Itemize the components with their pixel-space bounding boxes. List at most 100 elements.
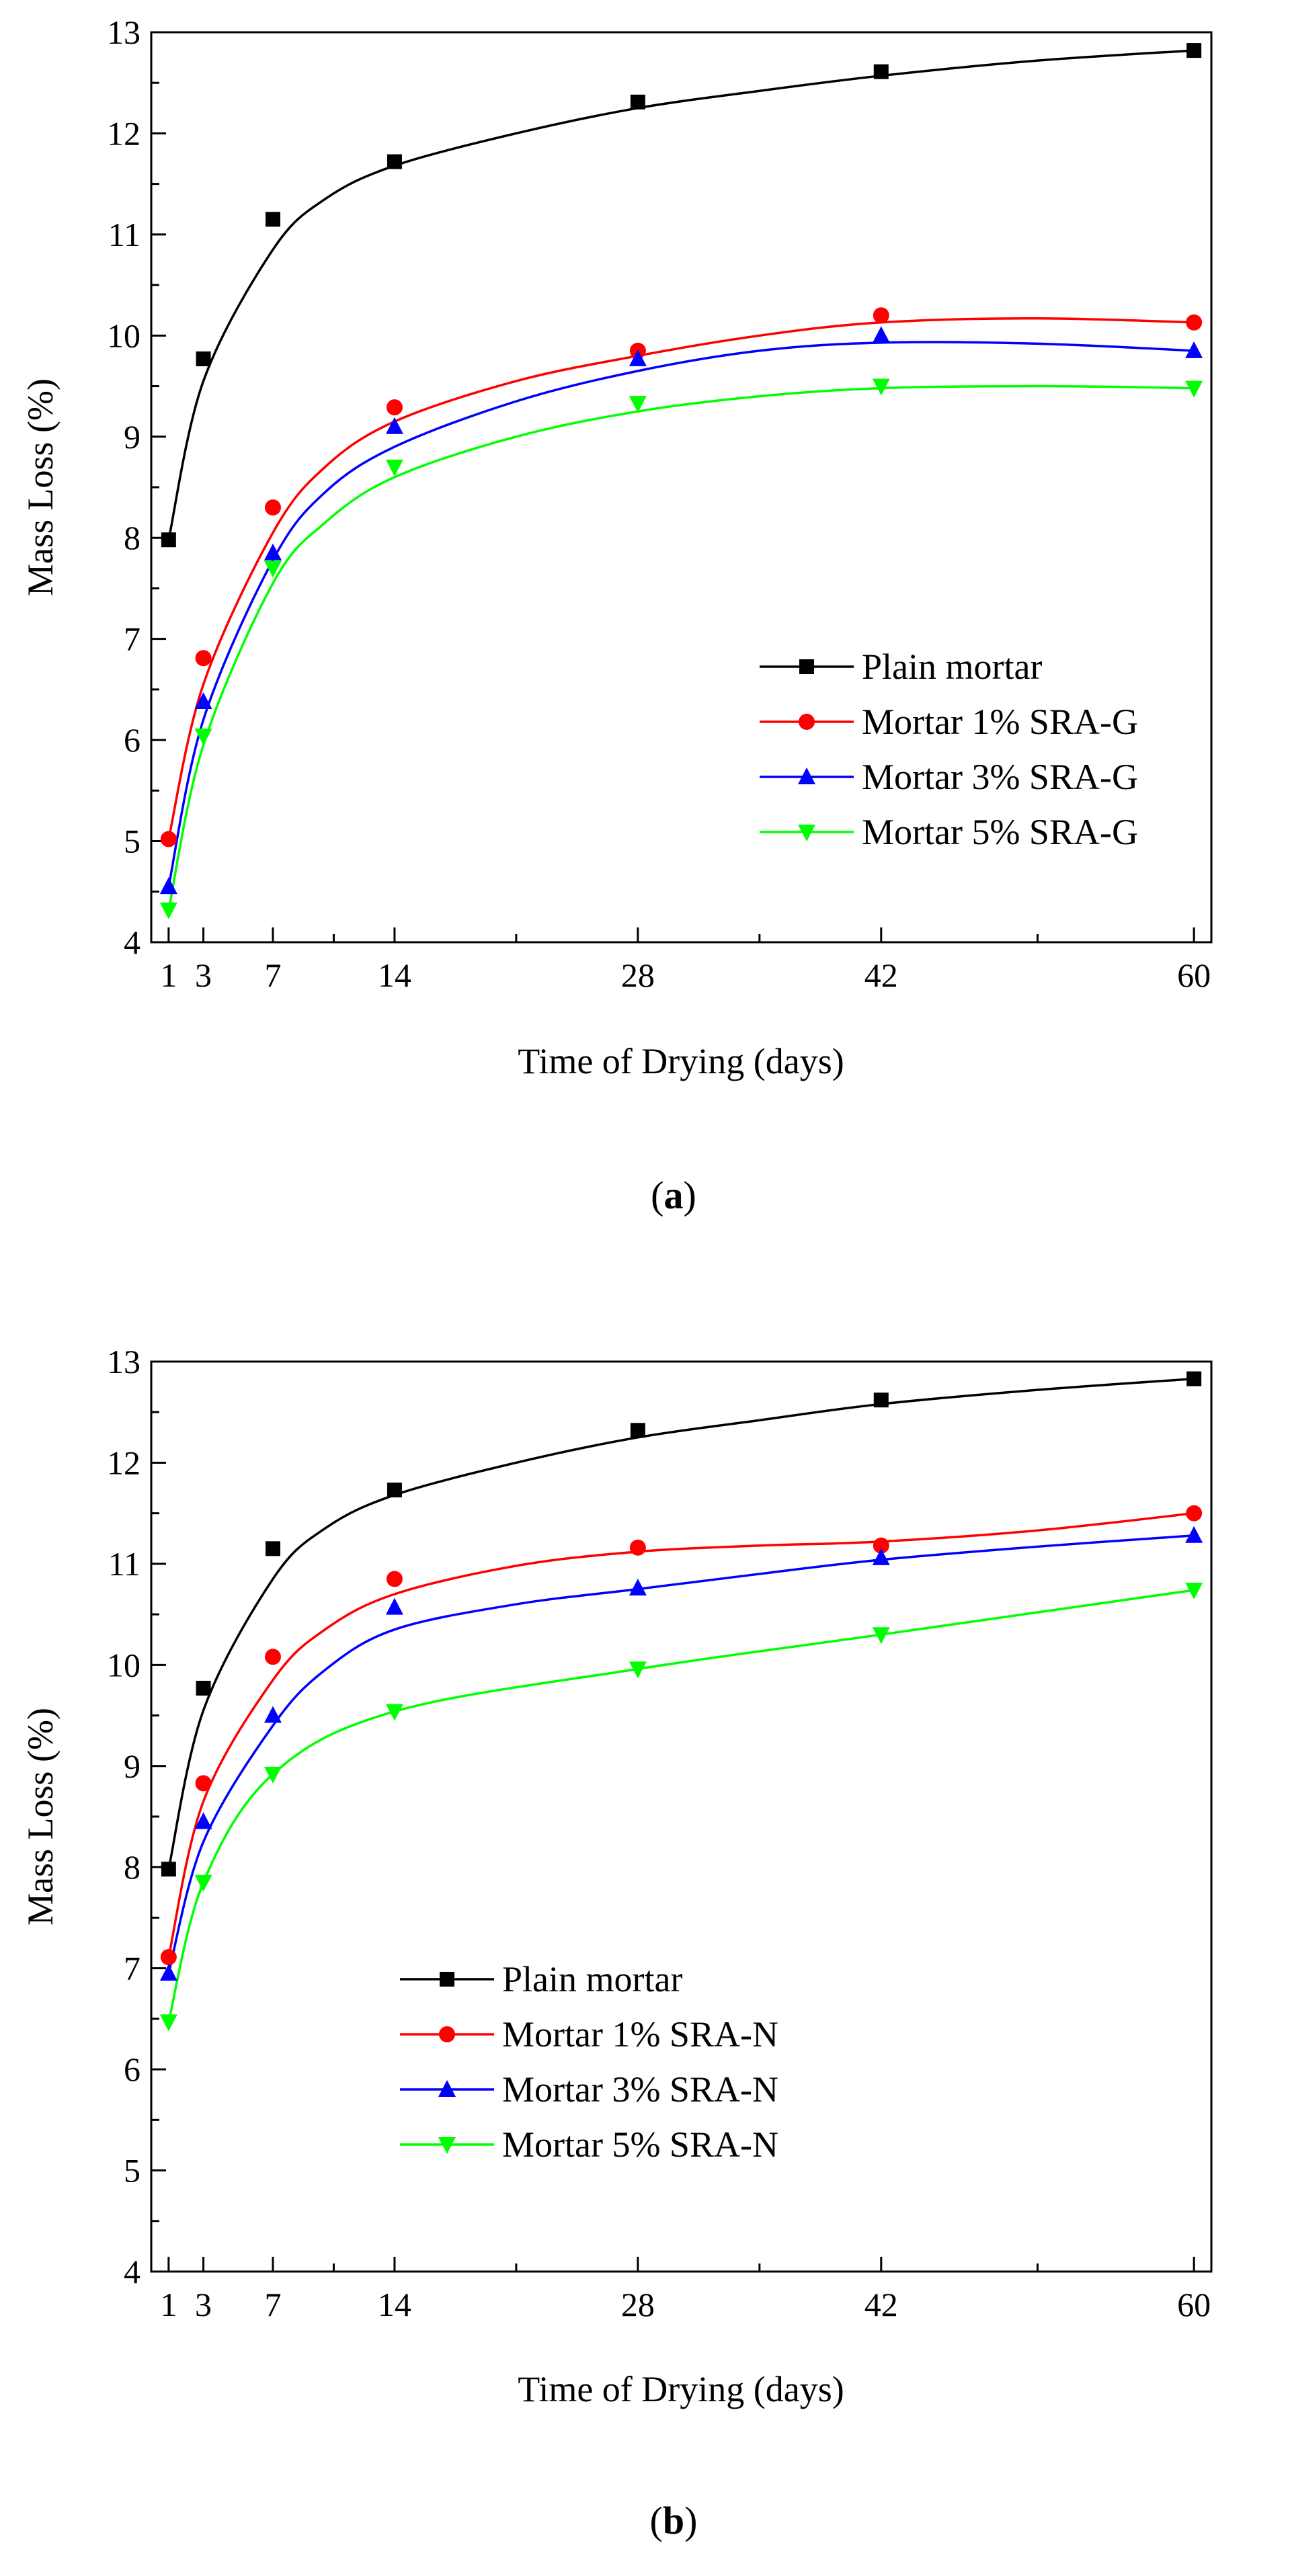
y-tick-label: 8	[124, 1848, 140, 1886]
series-curve	[167, 384, 1195, 911]
tick-labels: 4 5 6 7 8 9 10 11 12 13 1 3 7 14 28 42 60	[107, 1343, 1211, 2323]
data-point	[1185, 1583, 1203, 1600]
y-tick-label: 5	[124, 823, 140, 860]
data-point	[159, 1964, 177, 1981]
data-point	[195, 650, 212, 667]
y-tick-label: 7	[124, 1950, 140, 1987]
plot-frame	[150, 1360, 1213, 2273]
legend-marker	[798, 825, 815, 841]
x-tick-label: 3	[195, 2286, 212, 2323]
data-point	[873, 1393, 889, 1408]
data-point	[194, 692, 212, 709]
data-point	[265, 1541, 280, 1556]
y-tick-label: 10	[107, 1646, 140, 1684]
legend: Plain mortar Mortar 1% SRA-N Mortar 3% SRA…	[400, 1959, 778, 2165]
data-point	[629, 1578, 647, 1595]
data-point	[873, 307, 889, 324]
x-tick-label: 28	[621, 2286, 655, 2323]
y-tick-label: 6	[124, 2050, 140, 2088]
y-axis-title: Mass Loss (%)	[20, 378, 61, 596]
data-markers	[159, 43, 1203, 919]
data-point	[1186, 1371, 1202, 1386]
x-tick-label: 42	[864, 956, 898, 994]
data-point	[630, 1423, 645, 1438]
series-curve	[167, 317, 1195, 839]
y-tick-label: 9	[124, 418, 140, 456]
legend-marker	[440, 1972, 454, 1987]
data-point	[264, 499, 281, 516]
data-point	[386, 1571, 403, 1587]
y-tick-label: 4	[124, 923, 140, 961]
x-tick-label: 7	[264, 2286, 281, 2323]
axis-ticks	[151, 31, 1195, 944]
data-point	[387, 154, 402, 169]
data-point	[1186, 314, 1203, 331]
y-tick-label: 13	[107, 13, 140, 51]
data-point	[1185, 380, 1203, 398]
data-point	[194, 1812, 212, 1829]
tick-labels: 4 5 6 7 8 9 10 11 12 13 1 3 7 14 28 42 60	[107, 13, 1211, 994]
legend-marker	[798, 767, 815, 784]
legend-marker	[799, 714, 815, 730]
y-tick-label: 12	[107, 1444, 140, 1481]
data-point	[872, 326, 890, 343]
x-tick-label: 60	[1177, 956, 1211, 994]
data-point	[1186, 43, 1202, 58]
fit-curves	[167, 1377, 1195, 2022]
data-point	[264, 1706, 282, 1723]
data-point	[161, 532, 176, 548]
data-point	[161, 1862, 176, 1877]
legend-marker	[438, 2137, 456, 2154]
y-tick-label: 12	[107, 114, 140, 152]
x-tick-label: 1	[160, 956, 177, 994]
x-tick-label: 42	[864, 2286, 898, 2323]
legend-label: Mortar 5% SRA-N	[502, 2124, 778, 2165]
data-point	[1185, 1526, 1203, 1543]
data-point	[264, 1766, 282, 1784]
data-point	[385, 1704, 403, 1721]
data-point	[264, 1649, 281, 1665]
y-tick-label: 9	[124, 1747, 140, 1785]
x-tick-label: 14	[378, 2286, 411, 2323]
data-point	[159, 877, 177, 895]
data-point	[1185, 341, 1203, 358]
data-point	[159, 2014, 177, 2032]
legend-marker	[438, 2080, 456, 2097]
chart-panel-a: 4 5 6 7 8 9 10 11 12 13 1 3 7 14 28 42 60 Plain mortar Mo…	[20, 13, 1213, 1217]
data-point	[629, 396, 647, 413]
data-point	[872, 1627, 890, 1645]
data-point	[196, 1680, 211, 1696]
legend-marker	[439, 2026, 455, 2042]
plot-frame	[150, 31, 1213, 944]
legend-label: Mortar 3% SRA-N	[502, 2069, 778, 2110]
series-curve	[167, 1534, 1195, 1974]
x-tick-label: 1	[160, 2286, 177, 2323]
data-markers	[159, 1371, 1203, 2032]
data-point	[195, 1775, 212, 1792]
axis-ticks	[151, 1360, 1195, 2273]
legend-label: Mortar 1% SRA-G	[862, 702, 1138, 742]
data-point	[1186, 1505, 1203, 1522]
series-curve	[167, 1377, 1195, 1870]
data-point	[873, 64, 889, 79]
data-point	[872, 378, 890, 396]
data-point	[385, 417, 403, 434]
chart-panel-b: 4 5 6 7 8 9 10 11 12 13 1 3 7 14 28 42 60 Plain mortar Mo…	[20, 1343, 1213, 2542]
y-tick-label: 10	[107, 317, 140, 354]
data-point	[160, 831, 177, 847]
y-tick-label: 8	[124, 519, 140, 556]
series-curve	[167, 1511, 1195, 1958]
data-point	[629, 349, 647, 366]
x-axis-title: Time of Drying (days)	[518, 1041, 844, 1081]
y-tick-label: 7	[124, 620, 140, 658]
data-point	[194, 1874, 212, 1892]
y-tick-label: 11	[108, 216, 140, 253]
data-point	[264, 543, 282, 560]
data-point	[629, 1661, 647, 1679]
data-point	[159, 902, 177, 919]
y-axis-title: Mass Loss (%)	[20, 1708, 61, 1925]
y-tick-label: 11	[108, 1545, 140, 1583]
x-tick-label: 3	[195, 956, 212, 994]
y-tick-label: 4	[124, 2253, 140, 2290]
data-point	[385, 1597, 403, 1615]
